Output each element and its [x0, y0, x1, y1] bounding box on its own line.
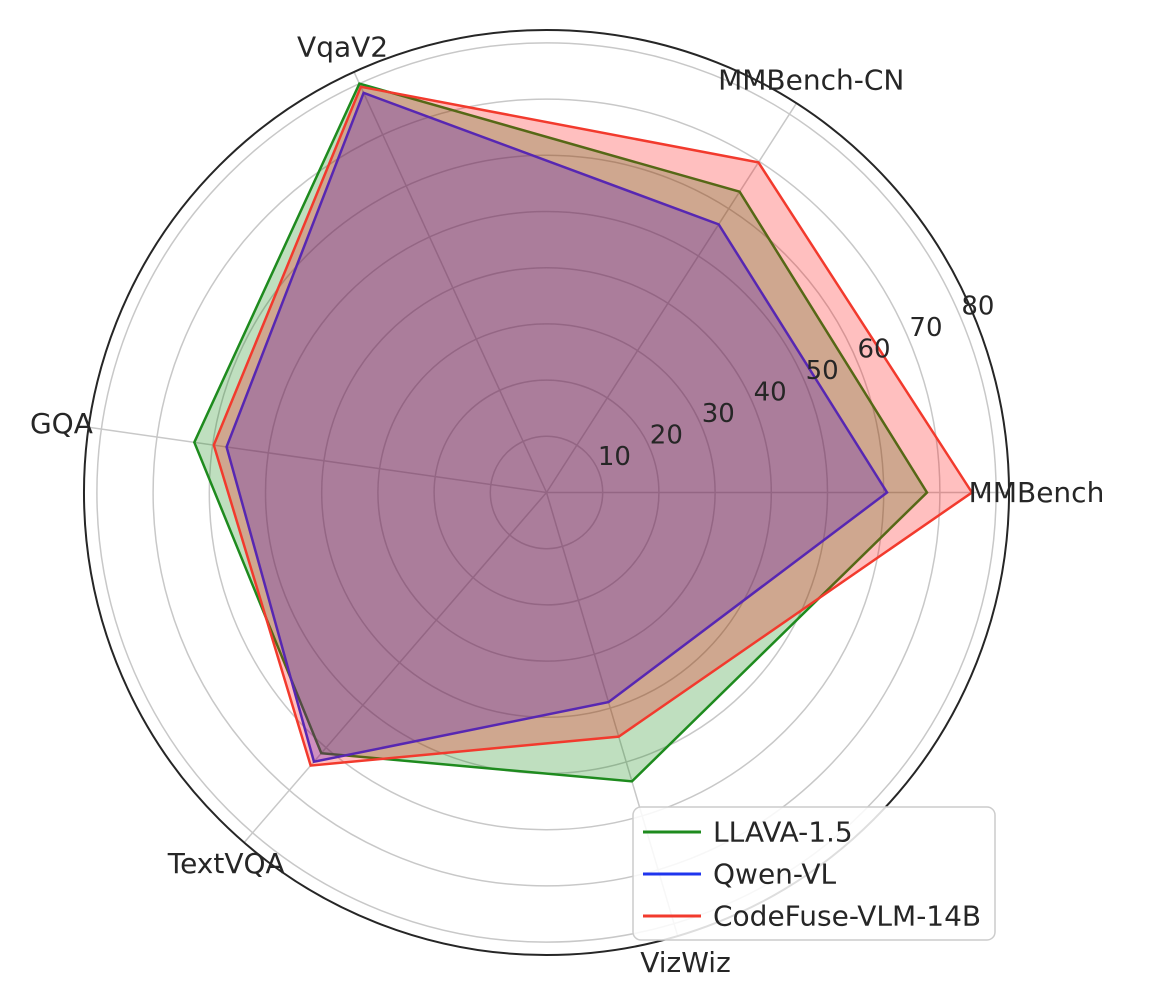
r-tick-label-80: 80: [961, 291, 994, 321]
r-tick-label-40: 40: [754, 377, 787, 407]
series-line-qwen-vl: [225, 91, 889, 764]
axis-spoke-textvqa: [243, 492, 548, 844]
axis-spoke-mmbench-cn: [545, 102, 798, 493]
series-line-codefuse-vlm-14b: [212, 85, 974, 767]
legend-label-llava-1.5: LLAVA-1.5: [713, 816, 853, 849]
axis-label-vqav2: VqaV2: [297, 30, 388, 63]
r-tick-label-50: 50: [806, 356, 839, 386]
r-tick-label-10: 10: [598, 442, 631, 472]
series-fill-llava-1.5: [194, 83, 927, 782]
axis-label-mmbench-cn: MMBench-CN: [718, 64, 904, 97]
polar-spine: [82, 28, 1011, 957]
axis-label-mmbench: MMBench: [969, 476, 1105, 509]
axis-spoke-vqav2: [353, 71, 548, 493]
series-fill-codefuse-vlm-14b: [213, 86, 972, 766]
axis-label-gqa: GQA: [30, 407, 93, 440]
r-tick-label-70: 70: [909, 313, 942, 343]
r-tick-label-20: 20: [650, 420, 683, 450]
r-tick-label-30: 30: [702, 399, 735, 429]
axis-label-vizwiz: VizWiz: [640, 946, 731, 979]
legend-box: [632, 806, 996, 941]
r-tick-label-60: 60: [857, 334, 890, 364]
legend-label-qwen-vl: Qwen-VL: [713, 858, 837, 891]
axis-spoke-gqa: [88, 426, 547, 494]
series-line-llava-1.5: [192, 82, 929, 783]
axis-label-textvqa: TextVQA: [167, 847, 285, 880]
legend-label-codefuse-vlm-14b: CodeFuse-VLM-14B: [713, 900, 981, 933]
series-fill-qwen-vl: [226, 92, 888, 762]
